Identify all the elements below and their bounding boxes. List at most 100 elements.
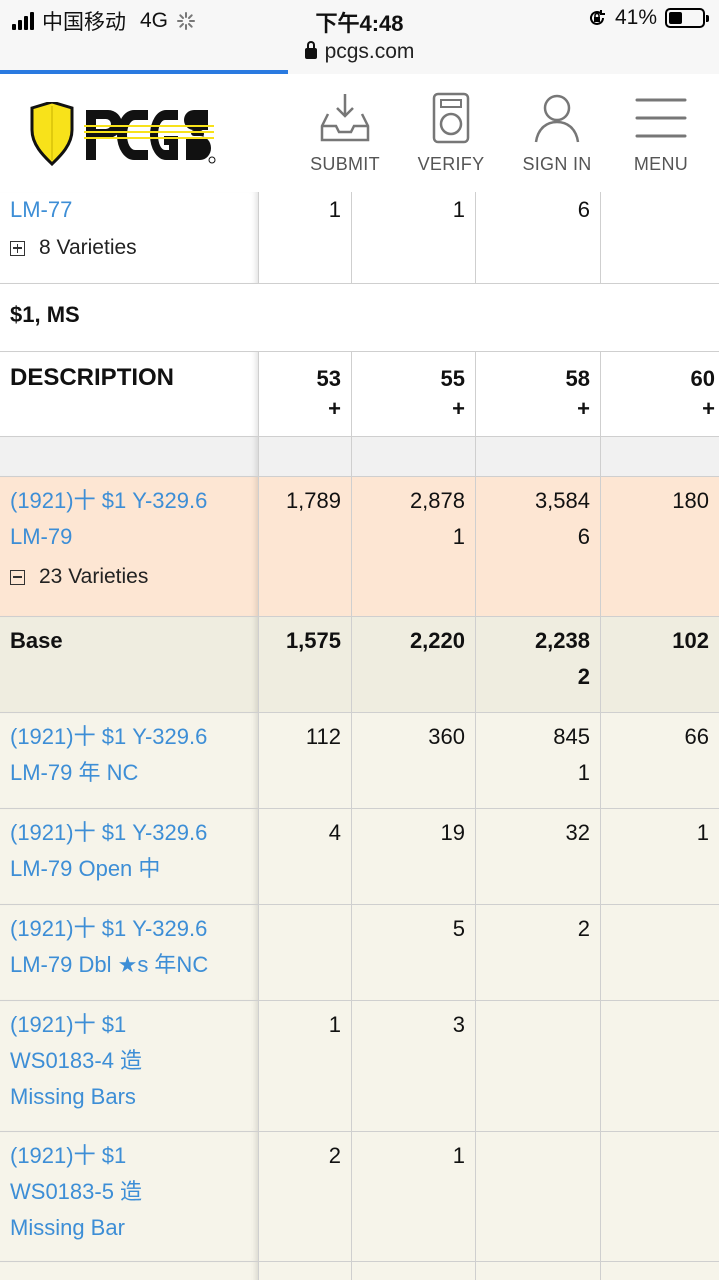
grade-cell: 32 [476, 809, 601, 904]
grade-plus-count: 1 [577, 760, 590, 785]
description-cell: (1921)十 $1 Y-329.6 LM-79 Open 中 [0, 809, 259, 904]
grade-count: 2,238 [534, 628, 590, 653]
spacer-cell [476, 437, 601, 476]
grade-count: 1 [696, 820, 709, 845]
grade-header-58[interactable]: 58 + [476, 352, 601, 436]
variety-link[interactable]: (1921)十 $1 WS0183-5 造 Missing Bar [0, 1132, 258, 1252]
grade-cell: 102 [601, 617, 719, 712]
inbox-download-icon [320, 94, 370, 142]
coin-link[interactable]: LM-77 [10, 197, 73, 222]
grade-cell: 2 [259, 1132, 352, 1261]
table-header-row: DESCRIPTION 53 + 55 + 58 + 60 + [0, 352, 719, 437]
spacer-cell [352, 437, 476, 476]
grade-count: 4 [328, 820, 341, 845]
collapse-minus-icon [10, 569, 25, 585]
network-type: 4G [140, 9, 169, 32]
grade-count: 360 [428, 724, 465, 749]
grade-cell [259, 1262, 352, 1280]
clock: 下午4:48 [315, 11, 404, 36]
grade-number: 58 [565, 366, 590, 391]
grade-cell: 1 [259, 1001, 352, 1131]
nav-menu[interactable]: MENU [608, 92, 714, 175]
grade-count: 32 [565, 820, 590, 845]
grade-count: 3 [452, 1012, 465, 1037]
description-cell [0, 1262, 259, 1280]
variety-link[interactable]: (1921)十 $1 Y-329.6 LM-79 年 NC [0, 713, 258, 797]
grade-count: 180 [672, 488, 709, 513]
population-table: LM-77 8 Varieties 1 1 6 $1, MS DESCRIPTI… [0, 192, 719, 1280]
variety-link-line: LM-79 年 NC [10, 760, 139, 785]
grade-cell: 19 [352, 809, 476, 904]
variety-link[interactable]: (1921)十 $1 Y-329.6 LM-79 Dbl ★s 年NC [0, 905, 258, 989]
nav-submit[interactable]: SUBMIT [292, 92, 398, 175]
pcgs-logo[interactable] [28, 100, 218, 171]
battery-icon [665, 8, 709, 28]
base-row: Base 1,575 2,220 2,238 2 102 [0, 617, 719, 713]
variety-link-line: LM-79 Open 中 [10, 856, 161, 881]
grade-header-53[interactable]: 53 + [259, 352, 352, 436]
grade-cell [601, 1262, 719, 1280]
variety-link[interactable]: (1921)十 $1 WS0183-4 造 Missing Bars [0, 1001, 258, 1121]
signal-strength-icon [12, 12, 34, 30]
status-right: 41% [587, 6, 709, 30]
varieties-toggle[interactable]: 23 Varieties [10, 559, 248, 595]
grade-cell [476, 1001, 601, 1131]
spacer-cell [0, 437, 259, 476]
lock-icon [304, 41, 317, 59]
coin-group-row: (1921)十 $1 Y-329.6 LM-79 23 Varieties 1,… [0, 477, 719, 617]
grade-cell: 66 [601, 713, 719, 808]
grade-cell [601, 192, 719, 283]
variety-link-line: LM-79 Dbl ★s 年NC [10, 952, 209, 977]
varieties-toggle[interactable]: 8 Varieties [10, 230, 248, 266]
variety-row: (1921)十 $1 Y-329.6 LM-79 Open 中 4 19 32 … [0, 809, 719, 905]
spacer-row [0, 437, 719, 477]
grade-cell: 2,220 [352, 617, 476, 712]
loading-spinner-icon [177, 12, 196, 30]
grade-count: 2 [577, 916, 590, 941]
grade-count: 66 [684, 724, 709, 749]
nav-sign-in-label: SIGN IN [522, 154, 592, 174]
variety-link[interactable]: (1921)十 $1 Y-329.6 LM-79 Open 中 [0, 809, 258, 893]
nav-verify[interactable]: VERIFY [398, 92, 504, 175]
variety-link-line: (1921)十 $1 Y-329.6 [10, 916, 208, 941]
grade-count: 2,878 [409, 488, 465, 513]
grade-number: 60 [690, 366, 715, 391]
variety-row: (1921)十 $1 Y-329.6 LM-79 年 NC 112 360 84… [0, 713, 719, 809]
grade-cell: 180 [601, 477, 719, 616]
grade-plus: + [577, 396, 590, 421]
variety-row-partial [0, 1262, 719, 1280]
coin-link-line: (1921)十 $1 Y-329.6 [10, 488, 208, 513]
coin-link[interactable]: (1921)十 $1 Y-329.6 LM-79 [10, 483, 248, 555]
spacer-cell [601, 437, 719, 476]
description-cell: (1921)十 $1 Y-329.6 LM-79 23 Varieties [0, 477, 259, 616]
grade-cell: 3 [352, 1001, 476, 1131]
varieties-label: 23 Varieties [39, 565, 149, 588]
nav-sign-in[interactable]: SIGN IN [504, 92, 610, 175]
spacer-cell [259, 437, 352, 476]
grade-plus-count: 1 [452, 524, 465, 549]
nav-submit-label: SUBMIT [310, 154, 380, 174]
varieties-label: 8 Varieties [39, 236, 137, 259]
variety-link-line: (1921)十 $1 [10, 1143, 127, 1168]
grade-cell: 1,575 [259, 617, 352, 712]
base-label: Base [10, 628, 63, 653]
grade-count: 1,575 [285, 628, 341, 653]
site-header: SUBMIT VERIFY SIGN IN MENU [0, 74, 719, 192]
grade-header-60[interactable]: 60 + [601, 352, 719, 436]
section-title-row: $1, MS [0, 284, 719, 352]
grade-cell: 3,584 6 [476, 477, 601, 616]
grade-count: 1 [452, 1143, 465, 1168]
status-bar: 中国移动 4G 下午4:48 41% [0, 0, 719, 40]
variety-row: (1921)十 $1 WS0183-5 造 Missing Bar 2 1 [0, 1132, 719, 1262]
grade-header-55[interactable]: 55 + [352, 352, 476, 436]
rotation-lock-icon [589, 10, 605, 25]
grade-count: 3,584 [534, 488, 590, 513]
grade-cell: 1 [259, 192, 352, 283]
grade-count: 1 [328, 1012, 341, 1037]
grade-count: 2 [328, 1143, 341, 1168]
description-cell: (1921)十 $1 WS0183-5 造 Missing Bar [0, 1132, 259, 1261]
address-bar[interactable]: pcgs.com [0, 40, 719, 74]
variety-link-line: Missing Bars [10, 1084, 136, 1109]
grade-count: 1,789 [285, 488, 341, 513]
description-cell: LM-77 8 Varieties [0, 192, 259, 283]
